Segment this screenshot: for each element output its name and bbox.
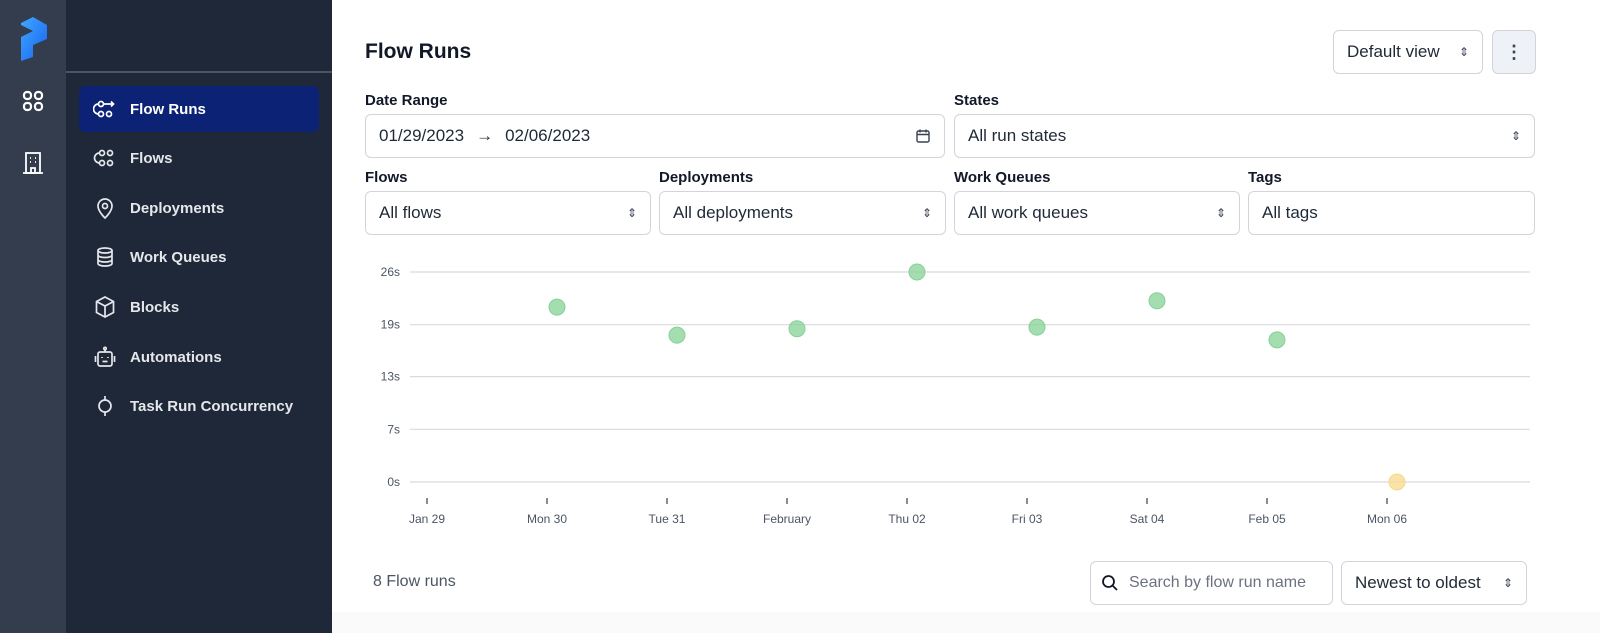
x-tick-label: Mon 06 [1367, 512, 1407, 526]
chevron-up-down-icon: ⇕ [1215, 206, 1226, 220]
saved-view-value: Default view [1347, 42, 1440, 61]
main-content: Flow Runs Default view ⇕ ⋮ Date Range 01/… [332, 0, 1600, 633]
flows-value: All flows [379, 203, 442, 222]
flows-label: Flows [365, 169, 408, 186]
data-point-completed [1268, 331, 1286, 349]
sidebar-item-label: Automations [130, 348, 222, 366]
deployments-select[interactable]: All deployments ⇕ [659, 191, 946, 235]
sidebar-item-label: Task Run Concurrency [130, 397, 294, 415]
tags-value: All tags [1262, 203, 1318, 222]
date-end: 02/06/2023 [505, 126, 591, 145]
database-icon [97, 247, 113, 267]
x-tick-label: Fri 03 [1012, 512, 1043, 526]
work-queues-value: All work queues [968, 203, 1089, 222]
deployments-value: All deployments [673, 203, 794, 222]
work-queues-label: Work Queues [954, 169, 1051, 186]
flow-run-count: 8 Flow runs [373, 573, 456, 590]
flow-runs-icon [93, 100, 115, 118]
sidebar-item-deployments[interactable]: Deployments [79, 185, 319, 231]
flows-icon [93, 149, 114, 167]
sidebar-item-label: Blocks [130, 298, 180, 316]
list-footer-area [332, 612, 1600, 633]
sidebar-item-work-queues[interactable]: Work Queues [79, 234, 319, 280]
data-point-pending [1388, 473, 1406, 491]
date-start: 01/29/2023 [379, 126, 465, 145]
states-label: States [954, 92, 1000, 109]
search-icon [1102, 575, 1118, 591]
sidebar-item-task-run-concurrency[interactable]: Task Run Concurrency [79, 383, 319, 429]
search-input-wrapper[interactable] [1090, 561, 1333, 605]
sidebar-item-label: Flows [130, 149, 173, 167]
chevron-up-down-icon: ⇕ [1458, 45, 1469, 59]
sidebar-item-blocks[interactable]: Blocks [79, 284, 319, 330]
work-queues-select[interactable]: All work queues ⇕ [954, 191, 1240, 235]
tags-label: Tags [1248, 169, 1282, 186]
chevron-up-down-icon: ⇕ [921, 206, 932, 220]
chevron-up-down-icon: ⇕ [626, 206, 637, 220]
y-tick-label: 0s [387, 475, 400, 489]
sidebar-divider [66, 71, 332, 73]
arrow-right-icon: → [476, 126, 494, 145]
y-tick-label: 7s [387, 422, 400, 436]
data-point-completed [668, 326, 686, 344]
y-tick-label: 13s [381, 370, 400, 384]
x-tick-label: Feb 05 [1248, 512, 1286, 526]
date-range-label: Date Range [365, 92, 448, 109]
app-rail [0, 0, 66, 633]
tags-input[interactable]: All tags [1248, 191, 1535, 235]
sidebar-item-flows[interactable]: Flows [79, 135, 319, 181]
x-tick-label: Jan 29 [409, 512, 445, 526]
sort-select[interactable]: Newest to oldest ⇕ [1341, 561, 1527, 605]
x-tick-label: February [763, 512, 811, 526]
chevron-up-down-icon: ⇕ [1502, 576, 1513, 590]
cube-icon [95, 296, 115, 318]
flows-select[interactable]: All flows ⇕ [365, 191, 651, 235]
x-tick-label: Mon 30 [527, 512, 567, 526]
flow-runs-scatter-chart: 0s 7s 13s 19s 26s Jan 29 Mon 30 Tue 31 February T… [381, 263, 1530, 526]
building-icon[interactable] [20, 150, 46, 176]
data-point-completed [788, 320, 806, 338]
page-title: Flow Runs [365, 40, 472, 63]
sidebar-item-label: Deployments [130, 199, 225, 217]
y-tick-label: 26s [381, 265, 400, 279]
x-tick-label: Tue 31 [649, 512, 686, 526]
robot-icon [94, 346, 116, 367]
sidebar: Flow Runs Flows Deployments Work Queues … [66, 0, 332, 633]
date-range-input[interactable]: 01/29/2023 → 02/06/2023 [365, 114, 945, 158]
sidebar-item-label: Work Queues [130, 248, 227, 266]
sidebar-item-label: Flow Runs [130, 100, 206, 118]
data-point-completed [908, 263, 926, 281]
calendar-icon[interactable] [915, 128, 931, 144]
map-pin-icon [97, 198, 113, 220]
states-value: All run states [968, 126, 1067, 145]
deployments-label: Deployments [659, 169, 754, 186]
prefect-logo[interactable] [19, 17, 47, 61]
search-input[interactable] [1129, 574, 1309, 592]
saved-view-select[interactable]: Default view ⇕ [1333, 30, 1483, 74]
sidebar-item-automations[interactable]: Automations [79, 334, 319, 380]
x-tick-label: Sat 04 [1130, 512, 1165, 526]
sort-value: Newest to oldest [1355, 573, 1481, 592]
sidebar-item-flow-runs[interactable]: Flow Runs [79, 86, 319, 132]
data-point-completed [1148, 292, 1166, 310]
ellipsis-vertical-icon: ⋮ [1505, 41, 1523, 62]
y-tick-label: 19s [381, 318, 400, 332]
concurrency-icon [98, 396, 112, 416]
more-options-button[interactable]: ⋮ [1492, 30, 1536, 74]
states-select[interactable]: All run states ⇕ [954, 114, 1535, 158]
data-point-completed [1028, 318, 1046, 336]
chevron-up-down-icon: ⇕ [1510, 129, 1521, 143]
x-tick-label: Thu 02 [888, 512, 926, 526]
data-point-completed [548, 298, 566, 316]
dashboard-icon[interactable] [20, 88, 46, 114]
